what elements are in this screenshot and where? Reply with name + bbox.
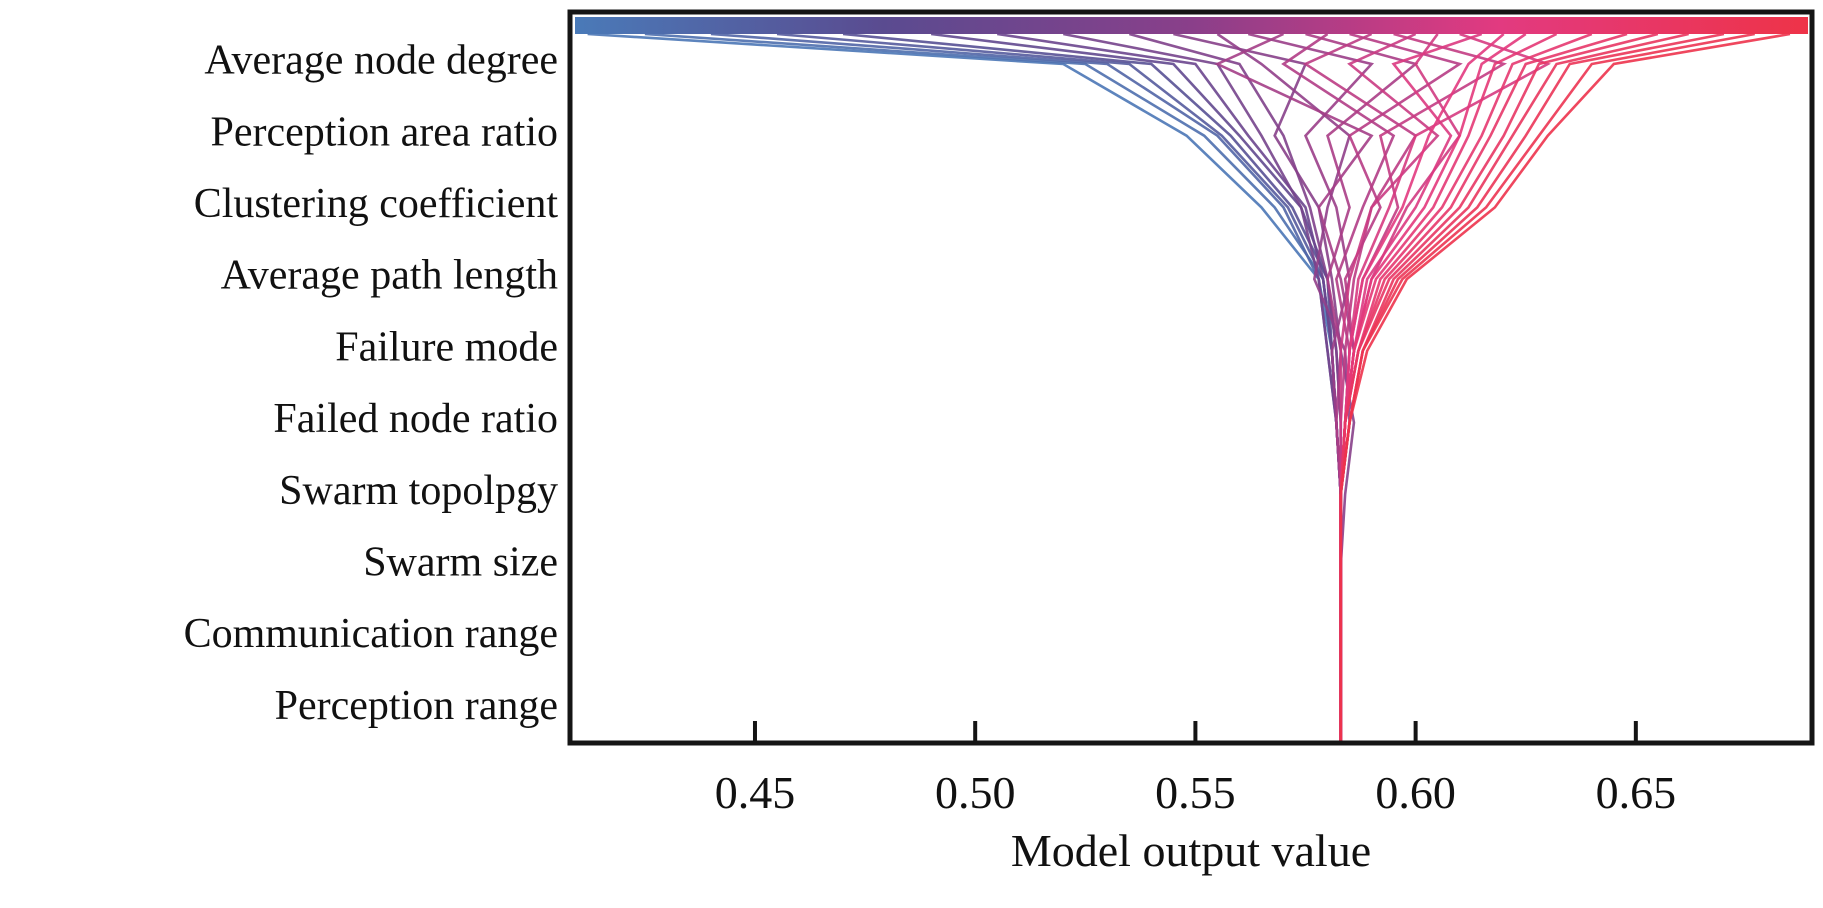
decision-line — [997, 32, 1343, 743]
decision-line — [644, 32, 1343, 743]
decision-line — [1339, 32, 1725, 743]
feature-label: Average node degree — [204, 38, 558, 84]
feature-label: Swarm size — [363, 540, 558, 586]
feature-labels: Average node degree Perception area ratio… — [184, 38, 559, 729]
decision-line — [930, 32, 1343, 743]
x-axis: 0.45 0.50 0.55 0.60 0.65 — [715, 721, 1676, 818]
x-tick-label: 0.65 — [1596, 767, 1677, 818]
decision-lines — [587, 32, 1791, 743]
plot-frame — [567, 9, 1815, 746]
feature-label: Communication range — [184, 611, 558, 657]
feature-label: Perception range — [275, 683, 558, 729]
decision-line — [1339, 32, 1791, 743]
decision-line — [1339, 32, 1483, 743]
x-tick-label: 0.45 — [715, 767, 796, 818]
x-axis-label: Model output value — [1011, 825, 1371, 876]
colorbar — [575, 17, 1808, 34]
decision-line — [1305, 32, 1419, 743]
decision-line — [1339, 32, 1755, 743]
feature-label: Clustering coefficient — [194, 181, 559, 227]
decision-line — [1063, 32, 1343, 743]
decision-line — [1247, 32, 1375, 743]
decision-line — [710, 32, 1343, 743]
feature-label: Average path length — [221, 253, 558, 299]
x-tick-label: 0.50 — [935, 767, 1016, 818]
x-tick-label: 0.60 — [1375, 767, 1456, 818]
decision-line — [776, 32, 1343, 743]
decision-line — [1339, 32, 1659, 743]
feature-label: Swarm topolpgy — [279, 468, 558, 514]
feature-label: Failed node ratio — [273, 396, 558, 442]
decision-line — [1302, 32, 1418, 743]
decision-line — [1339, 32, 1628, 743]
decision-line — [842, 32, 1343, 743]
feature-label: Failure mode — [335, 324, 558, 370]
x-tick-label: 0.55 — [1155, 767, 1236, 818]
decision-line — [1339, 32, 1551, 743]
feature-label: Perception area ratio — [211, 109, 558, 155]
